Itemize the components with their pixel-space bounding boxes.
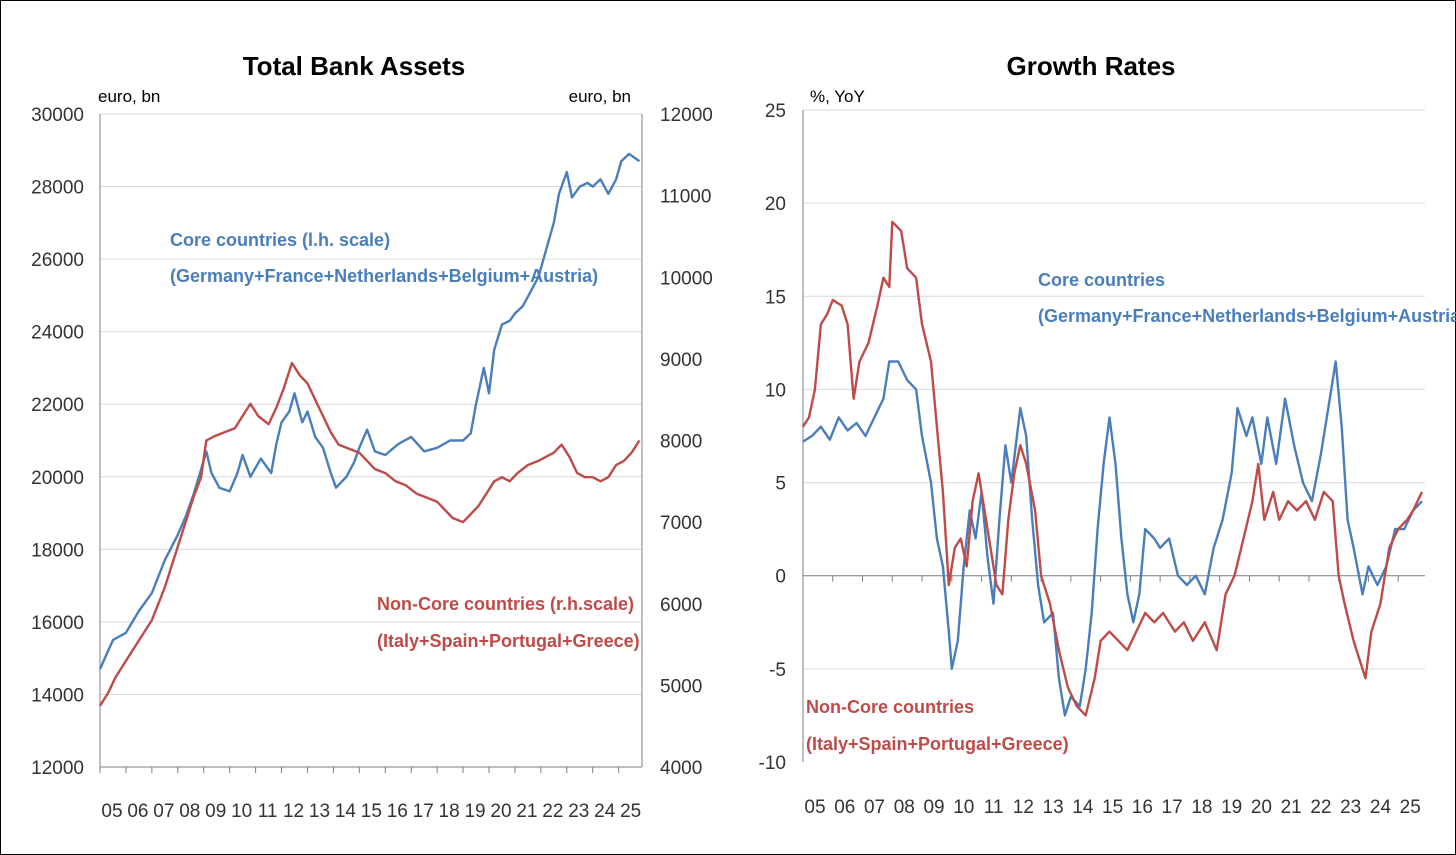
x-tick-label: 07 <box>153 801 174 822</box>
right-y-tick-label: 8000 <box>660 432 702 453</box>
left-y-tick-label: 18000 <box>31 540 84 561</box>
x-tick-label: 09 <box>923 797 944 818</box>
x-tick-label: 09 <box>205 801 226 822</box>
y-tick-label: 0 <box>775 567 786 588</box>
x-tick-label: 07 <box>864 797 885 818</box>
x-tick-label: 19 <box>1221 797 1242 818</box>
y-tick-label: 15 <box>765 287 786 308</box>
y-tick-label: -10 <box>759 753 786 774</box>
left-chart-series <box>98 152 641 707</box>
x-tick-label: 23 <box>1340 797 1361 818</box>
annotation-core-countries-members: (Germany+France+Netherlands+Belgium+Aust… <box>170 266 598 286</box>
series-line-growth-core <box>802 360 1423 717</box>
left-chart-x-ticks: 05 06 07 08 09 10 11 12 13 14 15 16 17 18 19 20 21 22 23 24… <box>99 767 641 822</box>
left-y-tick-label: 24000 <box>31 323 84 344</box>
y-tick-label: 20 <box>765 194 786 215</box>
series-line-core-countries <box>98 152 641 670</box>
annotation-growth-noncore-members: (Italy+Spain+Portugal+Greece) <box>806 734 1069 754</box>
series-line-noncore-countries <box>98 361 641 707</box>
total-bank-assets-chart: Total Bank Assets euro, bn euro, bn 1200… <box>31 51 713 822</box>
x-tick-label: 14 <box>335 801 357 822</box>
right-chart-x-ticks: 05 06 07 08 09 10 11 12 13 14 15 16 17 18 19 20 21 22 23 24… <box>802 575 1421 818</box>
y-tick-label: 10 <box>765 380 786 401</box>
x-tick-label: 05 <box>804 797 825 818</box>
x-tick-label: 17 <box>413 801 434 822</box>
right-chart-y-ticks: -10 -5 0 5 10 15 20 25 <box>759 101 786 774</box>
right-chart-series <box>801 220 1424 717</box>
x-tick-label: 06 <box>127 801 148 822</box>
x-tick-label: 16 <box>387 801 408 822</box>
y-tick-label: 5 <box>775 474 786 495</box>
x-tick-label: 10 <box>953 797 974 818</box>
x-tick-label: 12 <box>283 801 304 822</box>
right-y-tick-label: 9000 <box>660 350 702 371</box>
annotation-growth-core-countries: Core countries <box>1038 270 1165 290</box>
left-y-tick-label: 20000 <box>31 468 84 489</box>
series-line-growth-noncore <box>801 220 1424 717</box>
right-y-tick-label: 4000 <box>660 758 702 779</box>
x-tick-label: 11 <box>258 801 278 822</box>
right-y-tick-label: 5000 <box>660 676 702 697</box>
x-tick-label: 18 <box>1191 797 1212 818</box>
left-y-tick-label: 16000 <box>31 613 84 634</box>
right-y-tick-label: 7000 <box>660 513 702 534</box>
right-axis-unit-label: euro, bn <box>569 87 631 106</box>
y-tick-label: 25 <box>765 101 786 122</box>
x-tick-label: 14 <box>1072 797 1094 818</box>
x-tick-label: 17 <box>1162 797 1183 818</box>
annotation-noncore-countries: Non-Core countries (r.h.scale) <box>377 594 634 614</box>
left-y-tick-label: 30000 <box>31 105 84 126</box>
right-chart-gridlines <box>802 109 1425 762</box>
x-tick-label: 25 <box>1400 797 1421 818</box>
x-tick-label: 24 <box>1370 797 1392 818</box>
x-tick-label: 15 <box>361 801 382 822</box>
growth-axis-unit-label: %, YoY <box>810 87 865 106</box>
left-y-tick-label: 22000 <box>31 395 84 416</box>
annotation-core-countries: Core countries (l.h. scale) <box>170 230 390 250</box>
x-tick-label: 21 <box>1281 797 1302 818</box>
x-tick-label: 06 <box>834 797 855 818</box>
left-y-tick-label: 14000 <box>31 685 84 706</box>
left-y-tick-label: 28000 <box>31 178 84 199</box>
x-tick-label: 08 <box>894 797 915 818</box>
x-tick-label: 12 <box>1013 797 1034 818</box>
right-y-tick-label: 10000 <box>660 268 713 289</box>
left-chart-gridlines <box>99 113 643 768</box>
x-tick-label: 11 <box>984 797 1004 818</box>
right-y-tick-label: 12000 <box>660 105 713 126</box>
x-tick-label: 21 <box>516 801 537 822</box>
x-tick-label: 13 <box>1043 797 1064 818</box>
chart-title-growth-rates: Growth Rates <box>1006 51 1175 81</box>
right-y-tick-label: 11000 <box>660 187 711 208</box>
x-tick-label: 15 <box>1102 797 1123 818</box>
x-tick-label: 25 <box>620 801 641 822</box>
annotation-growth-noncore-countries: Non-Core countries <box>806 697 974 717</box>
annotation-noncore-countries-members: (Italy+Spain+Portugal+Greece) <box>377 631 640 651</box>
left-y-tick-label: 26000 <box>31 250 84 271</box>
x-tick-label: 22 <box>542 801 563 822</box>
right-y-tick-label: 6000 <box>660 595 702 616</box>
y-tick-label: -5 <box>769 660 786 681</box>
left-y-tick-label: 12000 <box>31 758 84 779</box>
chart-title-total-bank-assets: Total Bank Assets <box>243 51 466 81</box>
x-tick-label: 19 <box>464 801 485 822</box>
x-tick-label: 08 <box>179 801 200 822</box>
x-tick-label: 22 <box>1310 797 1331 818</box>
left-chart-left-y-ticks: 12000 14000 16000 18000 20000 22000 24000 26000… <box>31 105 84 779</box>
x-tick-label: 23 <box>568 801 589 822</box>
left-axis-unit-label: euro, bn <box>98 87 160 106</box>
x-tick-label: 10 <box>231 801 252 822</box>
x-tick-label: 13 <box>309 801 330 822</box>
annotation-growth-core-members: (Germany+France+Netherlands+Belgium+Aust… <box>1038 306 1456 326</box>
x-tick-label: 20 <box>1251 797 1272 818</box>
x-tick-label: 18 <box>439 801 460 822</box>
x-tick-label: 05 <box>101 801 122 822</box>
x-tick-label: 24 <box>594 801 616 822</box>
left-chart-right-y-ticks: 4000 5000 6000 7000 8000 9000 10000 11000 12000 <box>660 105 713 779</box>
x-tick-label: 16 <box>1132 797 1153 818</box>
x-tick-label: 20 <box>490 801 511 822</box>
